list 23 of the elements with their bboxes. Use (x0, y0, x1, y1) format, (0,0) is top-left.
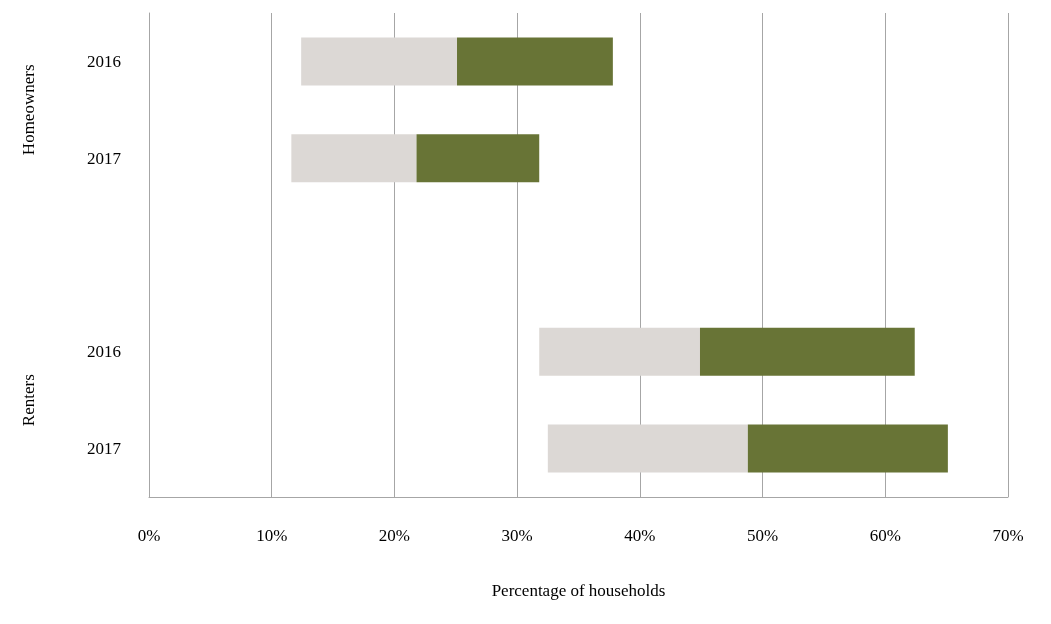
x-tick-label: 70% (992, 526, 1024, 545)
x-tick-label: 50% (746, 526, 779, 545)
text: Renters (18, 374, 38, 427)
x-axis-title: Percentage of households (491, 581, 666, 600)
x-tick-label: 0% (137, 526, 161, 545)
bar (457, 37, 613, 86)
bar (301, 37, 458, 86)
bar (539, 327, 700, 376)
x-tick-label: 30% (501, 526, 533, 545)
x-tick-label: 60% (869, 526, 901, 545)
x-tick-label: 40% (624, 526, 656, 545)
x-tick-label: 20% (378, 526, 411, 545)
x-tick-label: 10% (256, 526, 288, 545)
text: Homeowners (18, 64, 38, 156)
y-tick-label: 2017 (87, 439, 122, 459)
y-tick-label: 2016 (87, 342, 121, 362)
bar (547, 424, 748, 473)
bar (291, 134, 417, 183)
bar (699, 327, 915, 376)
y-tick-label: 2017 (87, 148, 122, 168)
y-tick-label: 2016 (87, 51, 121, 71)
bar (747, 424, 948, 473)
bar (416, 134, 540, 183)
